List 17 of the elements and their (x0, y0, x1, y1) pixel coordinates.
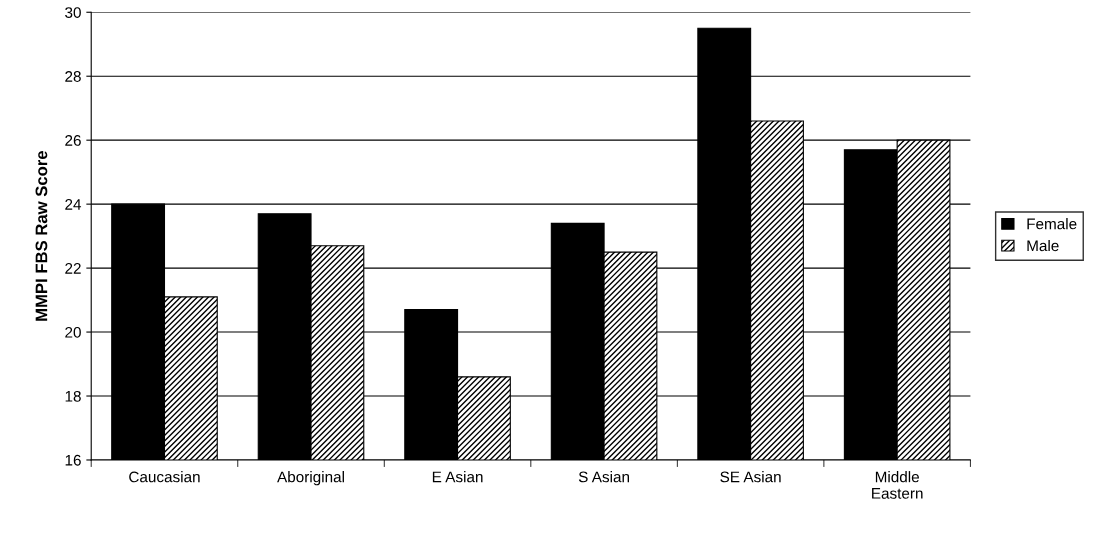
x-tick-label: S Asian (578, 471, 629, 483)
x-tick-label: Aboriginal (277, 471, 344, 486)
y-tick-label: 26 (65, 135, 81, 146)
y-tick-label: 22 (65, 262, 81, 274)
y-axis-title: MMPI FBS Raw Score (35, 151, 48, 321)
y-tick-label: 24 (65, 199, 82, 210)
y-tick-label: 30 (65, 7, 81, 18)
x-tick-label: E Asian (432, 471, 483, 483)
legend-label: Female (1027, 218, 1077, 230)
y-tick-label: 18 (65, 390, 81, 402)
x-tick-label: SE Asian (720, 471, 781, 483)
y-tick-label: 20 (65, 326, 81, 338)
legend-label: Male (1027, 239, 1059, 252)
y-tick-label: 16 (65, 454, 81, 466)
x-tick-label: Middle Eastern (872, 471, 923, 499)
y-tick-label: 28 (65, 71, 81, 82)
x-tick-label: Caucasian (129, 471, 200, 483)
